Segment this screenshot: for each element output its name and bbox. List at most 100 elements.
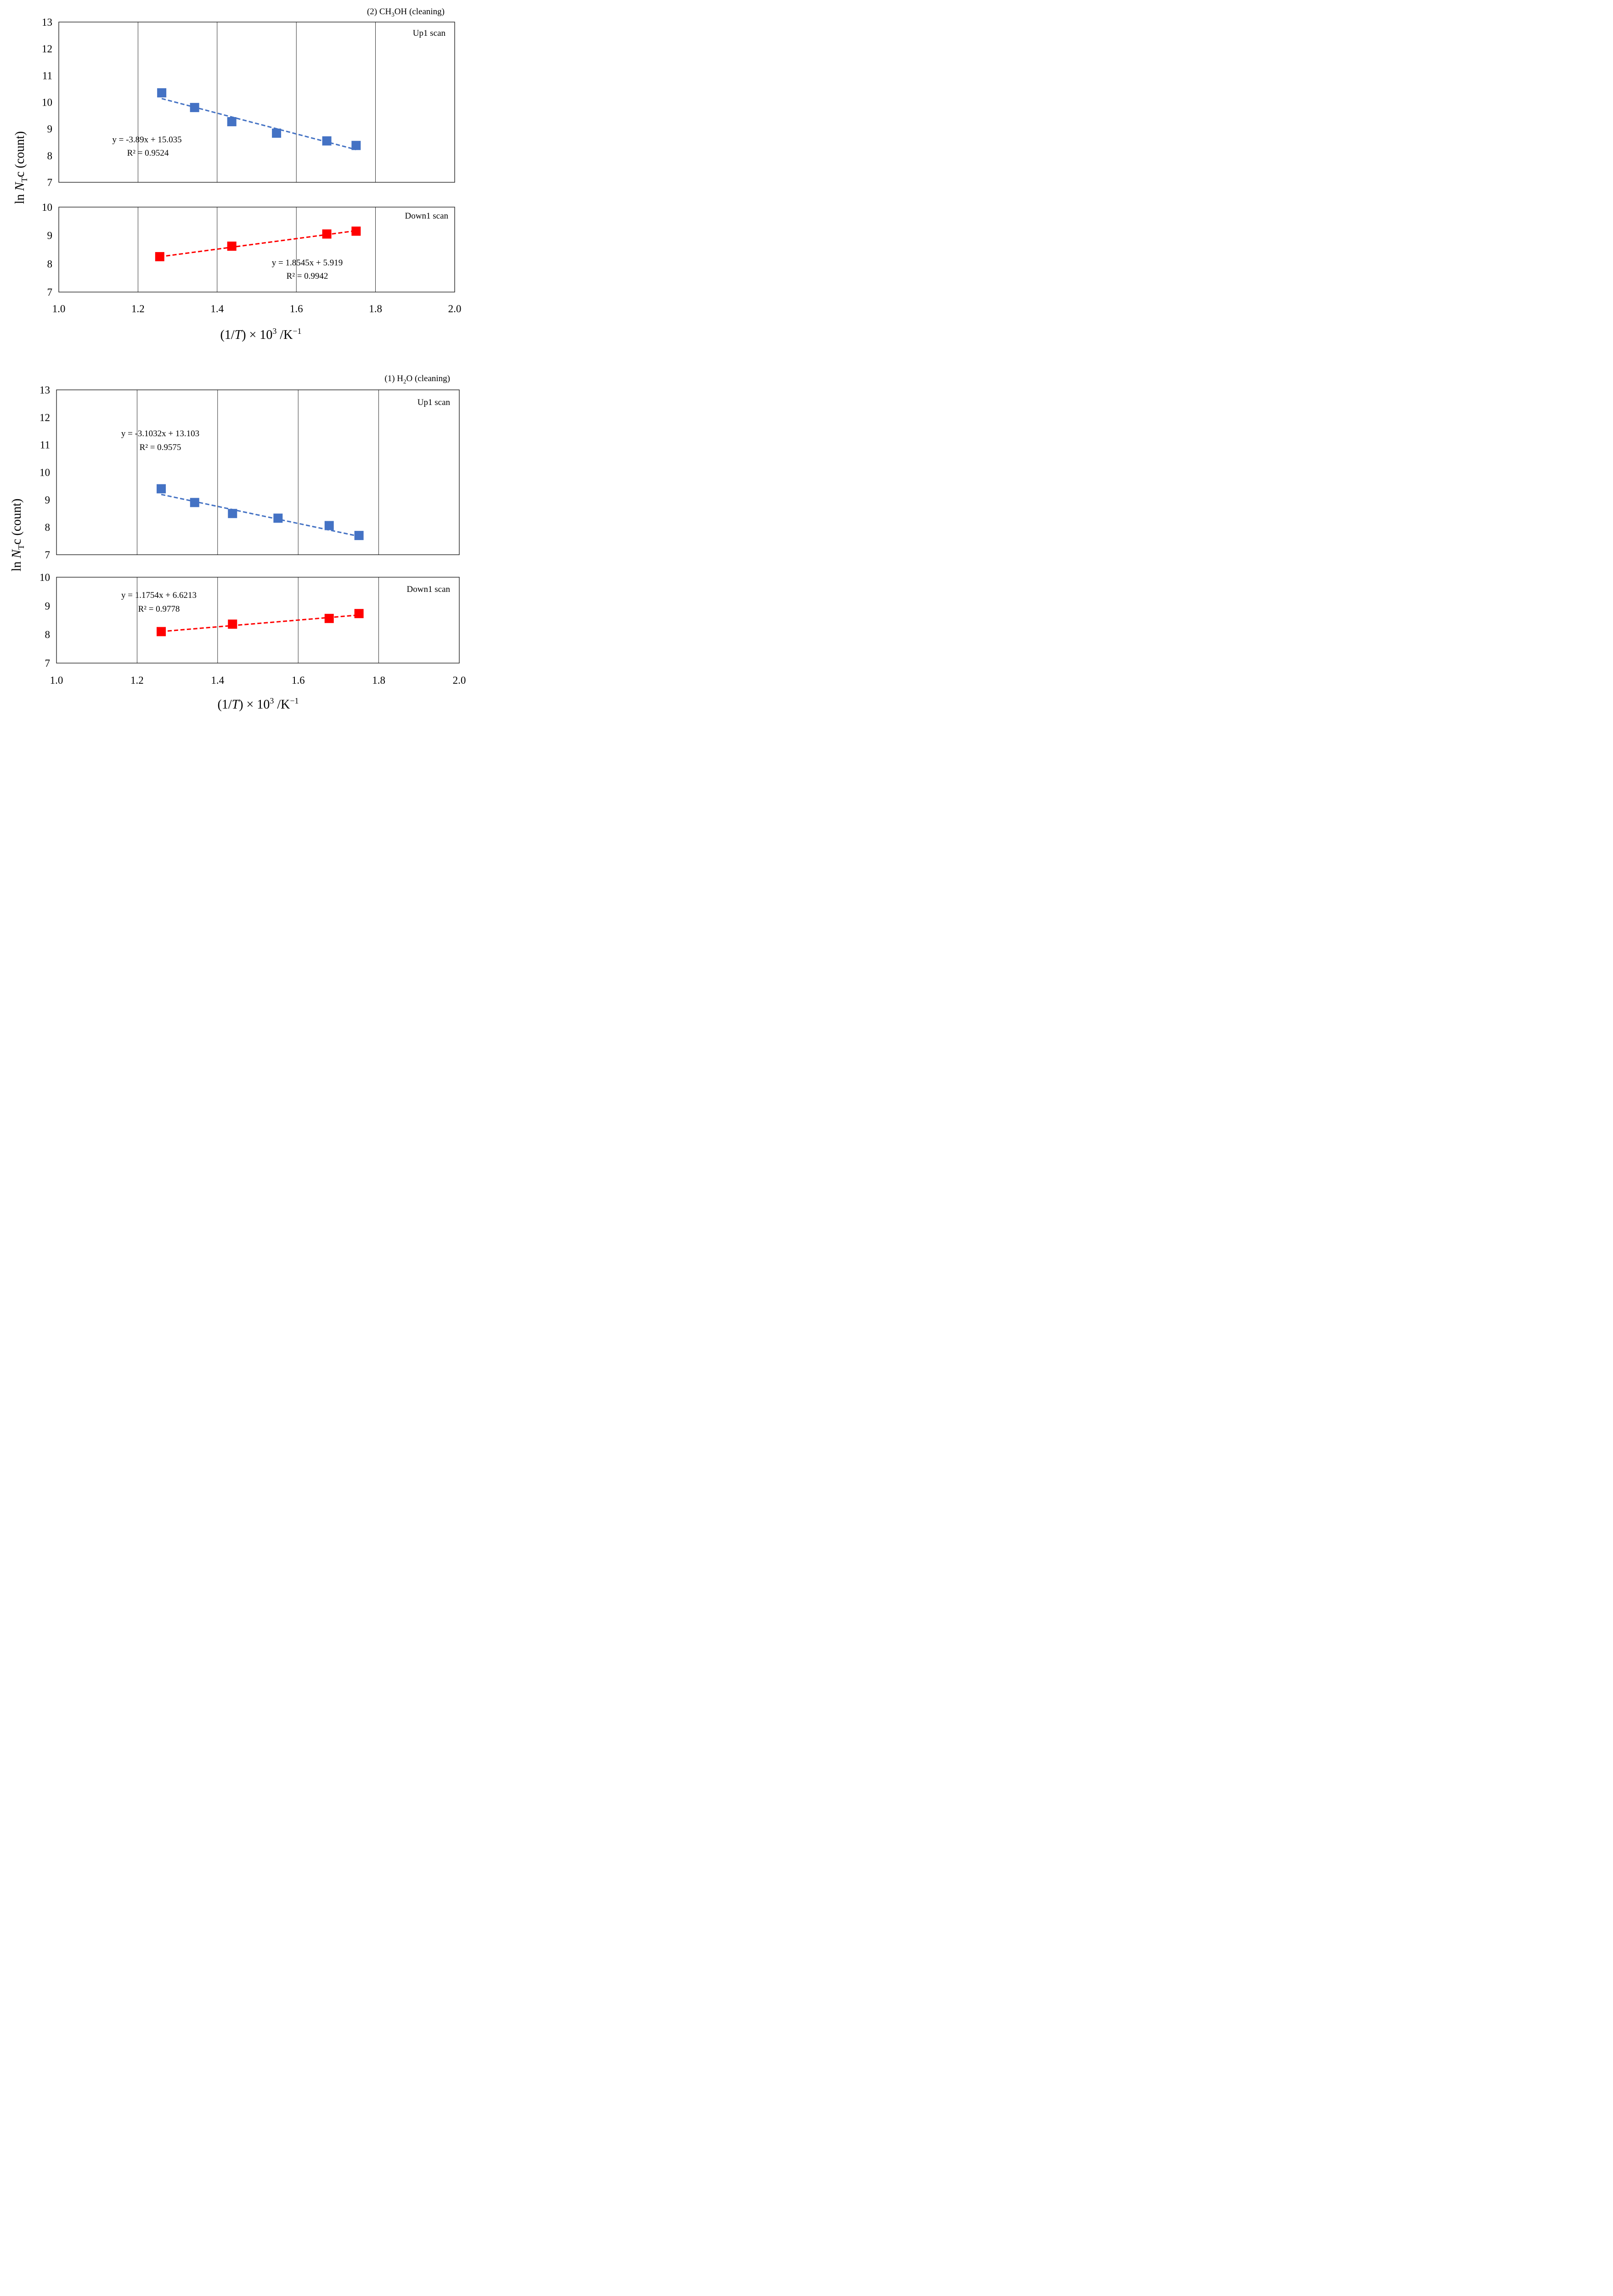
data-point-square — [272, 128, 282, 138]
chart-title: (1) H2O (cleaning) — [384, 374, 450, 385]
y-tick-label: 13 — [42, 17, 52, 28]
chart-title-subscript: 3 — [391, 11, 395, 18]
chart-title: (2) CH3OH (cleaning) — [367, 7, 445, 18]
chart-title-prefix: (1) H — [384, 374, 403, 383]
trendline — [159, 230, 356, 258]
data-point-square — [157, 627, 166, 636]
chart-title-subscript: 2 — [403, 378, 406, 385]
y-tick-label: 11 — [42, 70, 52, 81]
panel-up1-scan: 7 8 9 10 11 12 13 Up1 scan y = -3.1032x + 13.103… — [39, 384, 460, 561]
y-tick-label: 9 — [47, 230, 53, 242]
y-tick-label: 9 — [47, 124, 53, 135]
chart-title-suffix: O (cleaning) — [406, 374, 450, 383]
x-axis-title-variable: T — [232, 698, 240, 712]
y-tick-label: 9 — [45, 494, 51, 506]
y-tick-label: 13 — [39, 384, 50, 396]
x-tick-label: 1.8 — [369, 303, 382, 315]
y-tick-label: 9 — [45, 600, 51, 612]
data-point-square — [228, 619, 237, 629]
x-axis-title-unit-exponent: −1 — [293, 326, 301, 336]
trendline-r-squared: R² = 0.9524 — [127, 148, 169, 158]
y-axis-title-suffix: c (count) — [13, 131, 27, 177]
y-tick-label: 10 — [42, 97, 52, 108]
data-point-square — [227, 117, 237, 126]
trendline-r-squared: R² = 0.9575 — [140, 443, 181, 452]
chart-figure-h2o: (1) H2O (cleaning) 7 8 9 10 11 12 13 Up1 scan y =… — [10, 374, 466, 712]
y-tick-label: 7 — [47, 177, 53, 188]
y-axis-title-variable: N — [13, 182, 27, 191]
plot-area-frame — [56, 577, 460, 664]
data-point-square — [354, 531, 364, 540]
x-tick-label: 1.4 — [211, 675, 224, 686]
y-tick-label: 8 — [45, 629, 51, 641]
x-axis-title-unit: /K — [276, 328, 293, 342]
data-point-square — [351, 226, 361, 236]
trendline-equation: y = 1.8545x + 5.919 — [272, 258, 343, 268]
data-point-square — [351, 141, 361, 150]
y-tick-label: 12 — [42, 43, 52, 55]
y-tick-label: 10 — [39, 467, 50, 478]
trendline-equation: y = -3.1032x + 13.103 — [121, 429, 199, 439]
scan-label: Down1 scan — [407, 585, 451, 594]
x-tick-label: 1.8 — [372, 675, 385, 686]
x-tick-label: 1.0 — [52, 303, 66, 315]
y-axis-title-variable: N — [10, 549, 24, 559]
x-axis-title: (1/T) × 103 /K−1 — [220, 326, 302, 342]
x-tick-label: 1.4 — [210, 303, 224, 315]
data-point-square — [157, 88, 167, 98]
x-axis-title-times: × 10 — [243, 698, 270, 712]
data-point-square — [273, 513, 283, 523]
y-tick-label: 7 — [47, 287, 53, 298]
x-axis-title-close: ) — [239, 698, 243, 712]
x-axis-title-times: × 10 — [246, 328, 273, 342]
y-tick-label: 12 — [39, 412, 50, 423]
plot-area-frame — [56, 389, 460, 555]
x-axis-title-open: (1/ — [218, 698, 232, 712]
x-axis-title-close: ) — [242, 328, 246, 342]
data-point-square — [155, 252, 164, 261]
scan-label: Up1 scan — [413, 28, 446, 38]
x-axis-title-open: (1/ — [220, 328, 235, 342]
panel-up1-scan: 7 8 9 10 11 12 13 Up1 scan y = -3.89x + 15.035 R²… — [42, 17, 455, 188]
chart-title-prefix: (2) CH — [367, 7, 392, 17]
plot-area-frame — [58, 207, 455, 293]
x-axis-title-exponent: 3 — [272, 326, 276, 336]
x-axis-title: (1/T) × 103 /K−1 — [218, 696, 299, 712]
x-tick-label: 1.2 — [131, 303, 145, 315]
trendline-equation: y = 1.1754x + 6.6213 — [121, 591, 197, 600]
data-point-square — [190, 498, 199, 507]
y-axis-title-subscript: T — [17, 545, 26, 550]
y-axis-title-suffix: c (count) — [10, 499, 24, 545]
scan-label: Down1 scan — [405, 211, 449, 221]
y-tick-label: 8 — [45, 522, 51, 533]
data-point-square — [228, 509, 237, 518]
data-point-square — [324, 521, 334, 530]
data-point-square — [354, 609, 364, 619]
x-axis-title-variable: T — [235, 328, 243, 342]
chart-title-suffix: OH (cleaning) — [395, 7, 445, 17]
x-axis-title-exponent: 3 — [270, 696, 274, 705]
data-point-square — [227, 242, 237, 251]
trendline-r-squared: R² = 0.9778 — [138, 604, 180, 614]
panel-down1-scan: 7 8 9 10 Down1 scan y = 1.1754x + 6.6213 R² = … — [39, 572, 460, 669]
y-axis-title-prefix: ln — [13, 191, 27, 204]
y-tick-label: 10 — [39, 572, 50, 583]
data-point-square — [322, 136, 332, 146]
y-axis-title: ln NTc (count) — [13, 131, 29, 204]
y-tick-label: 8 — [47, 150, 53, 162]
trendline-r-squared: R² = 0.9942 — [287, 271, 328, 281]
data-point-square — [190, 103, 199, 113]
y-axis-title-prefix: ln — [10, 558, 24, 572]
x-tick-label: 1.0 — [50, 675, 63, 686]
x-tick-label: 1.6 — [292, 675, 305, 686]
y-axis-title-subscript: T — [20, 177, 29, 182]
y-tick-label: 8 — [47, 258, 53, 270]
x-tick-label: 1.6 — [290, 303, 303, 315]
scan-label: Up1 scan — [417, 398, 451, 407]
y-axis-title: ln NTc (count) — [10, 499, 26, 572]
y-tick-label: 11 — [40, 439, 50, 451]
trendline — [161, 614, 359, 632]
x-axis-title-unit: /K — [274, 698, 290, 712]
data-point-square — [157, 484, 166, 494]
